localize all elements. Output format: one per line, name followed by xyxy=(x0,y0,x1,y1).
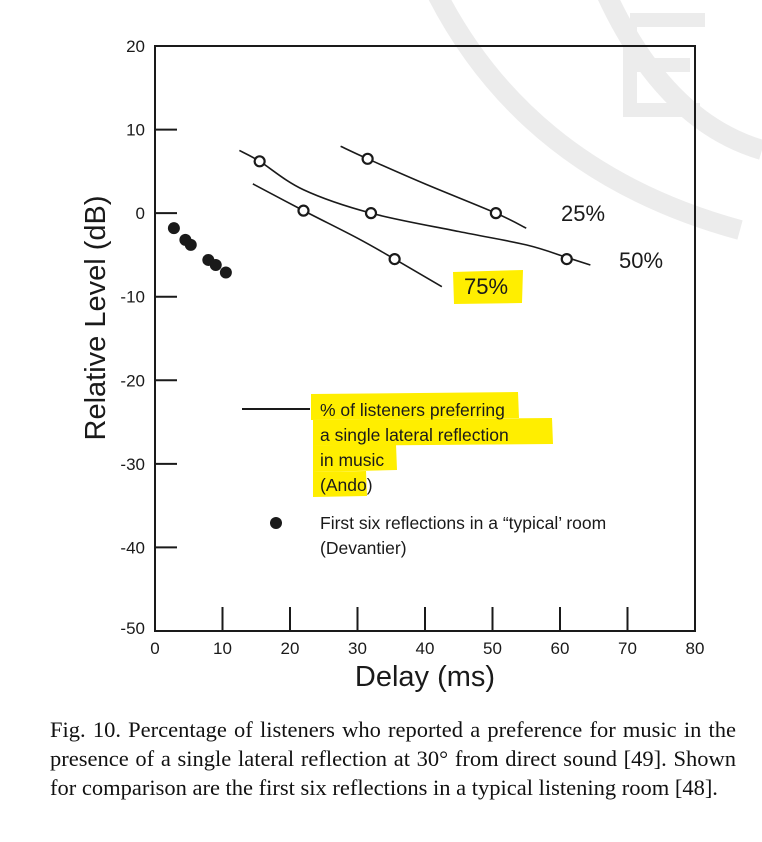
y-tick-label: 10 xyxy=(126,121,145,140)
plot-frame xyxy=(154,45,696,632)
y-tick-label: 0 xyxy=(136,204,145,223)
reflection-point xyxy=(167,222,180,235)
x-tick-label: 10 xyxy=(213,639,232,658)
legend-line-text-2: a single lateral reflection xyxy=(320,425,509,445)
series-label: 25% xyxy=(561,201,605,226)
figure-caption: Fig. 10. Percentage of listeners who rep… xyxy=(50,717,736,800)
legend-line-text-4: (Ando) xyxy=(320,475,373,495)
y-axis: 20 10 0 -10 -20 -30 -40 -50 xyxy=(120,37,177,638)
data-point-open xyxy=(388,253,401,266)
legend: % of listeners preferring a single later… xyxy=(242,392,606,558)
series-layer: 25% 50% 75% xyxy=(238,145,663,304)
x-tick-label: 20 xyxy=(281,639,300,658)
x-tick-label: 60 xyxy=(551,639,570,658)
series-line xyxy=(238,149,591,266)
legend-dot-text-1: First six reflections in a “typical’ roo… xyxy=(320,513,606,533)
x-tick-label: 30 xyxy=(348,639,367,658)
reflection-point xyxy=(184,238,197,251)
legend-line-text-1: % of listeners preferring xyxy=(320,400,505,420)
label-highlight xyxy=(453,270,523,304)
figure-chart: 20 10 0 -10 -20 -30 -40 -50 0 10 20 30 40 50 60 70 80 R… xyxy=(80,0,762,693)
x-tick-label: 0 xyxy=(150,639,159,658)
data-point-open xyxy=(489,207,502,220)
y-tick-label: 20 xyxy=(126,37,145,56)
y-tick-label: -40 xyxy=(120,538,145,557)
y-axis-label: Relative Level (dB) xyxy=(80,196,112,441)
reflection-point xyxy=(219,266,232,279)
legend-dot-text-2: (Devantier) xyxy=(320,538,407,558)
data-point-open xyxy=(253,155,266,168)
series-25pct: 25% xyxy=(340,145,605,229)
watermark-logo xyxy=(428,0,762,240)
series-50pct: 50% xyxy=(238,149,663,273)
x-tick-label: 40 xyxy=(416,639,435,658)
y-tick-label: -30 xyxy=(120,455,145,474)
series-label: 50% xyxy=(619,248,663,273)
data-point-open xyxy=(361,152,374,165)
data-point-open xyxy=(364,207,378,220)
y-tick-label: -20 xyxy=(120,371,145,390)
legend-highlight-4 xyxy=(313,471,367,497)
series-label: 75% xyxy=(464,274,508,299)
legend-line-text-3: in music xyxy=(320,450,384,470)
data-point-open xyxy=(297,204,310,217)
data-point-open xyxy=(560,253,573,266)
series-75pct: 75% xyxy=(252,183,523,304)
x-tick-label: 70 xyxy=(618,639,637,658)
legend-highlight-3 xyxy=(313,444,397,472)
reflection-point xyxy=(209,258,222,271)
x-axis-label: Delay (ms) xyxy=(355,661,495,693)
y-tick-label: -10 xyxy=(120,288,145,307)
x-axis: 0 10 20 30 40 50 60 70 80 xyxy=(150,607,704,658)
reflection-points xyxy=(167,222,232,279)
x-tick-label: 80 xyxy=(686,639,705,658)
y-tick-label: -50 xyxy=(120,619,145,638)
series-line xyxy=(252,183,443,288)
legend-highlight-2 xyxy=(313,418,553,446)
legend-highlight-1 xyxy=(311,392,519,420)
legend-dot-swatch xyxy=(270,517,282,529)
x-tick-label: 50 xyxy=(483,639,502,658)
series-line xyxy=(340,145,527,229)
